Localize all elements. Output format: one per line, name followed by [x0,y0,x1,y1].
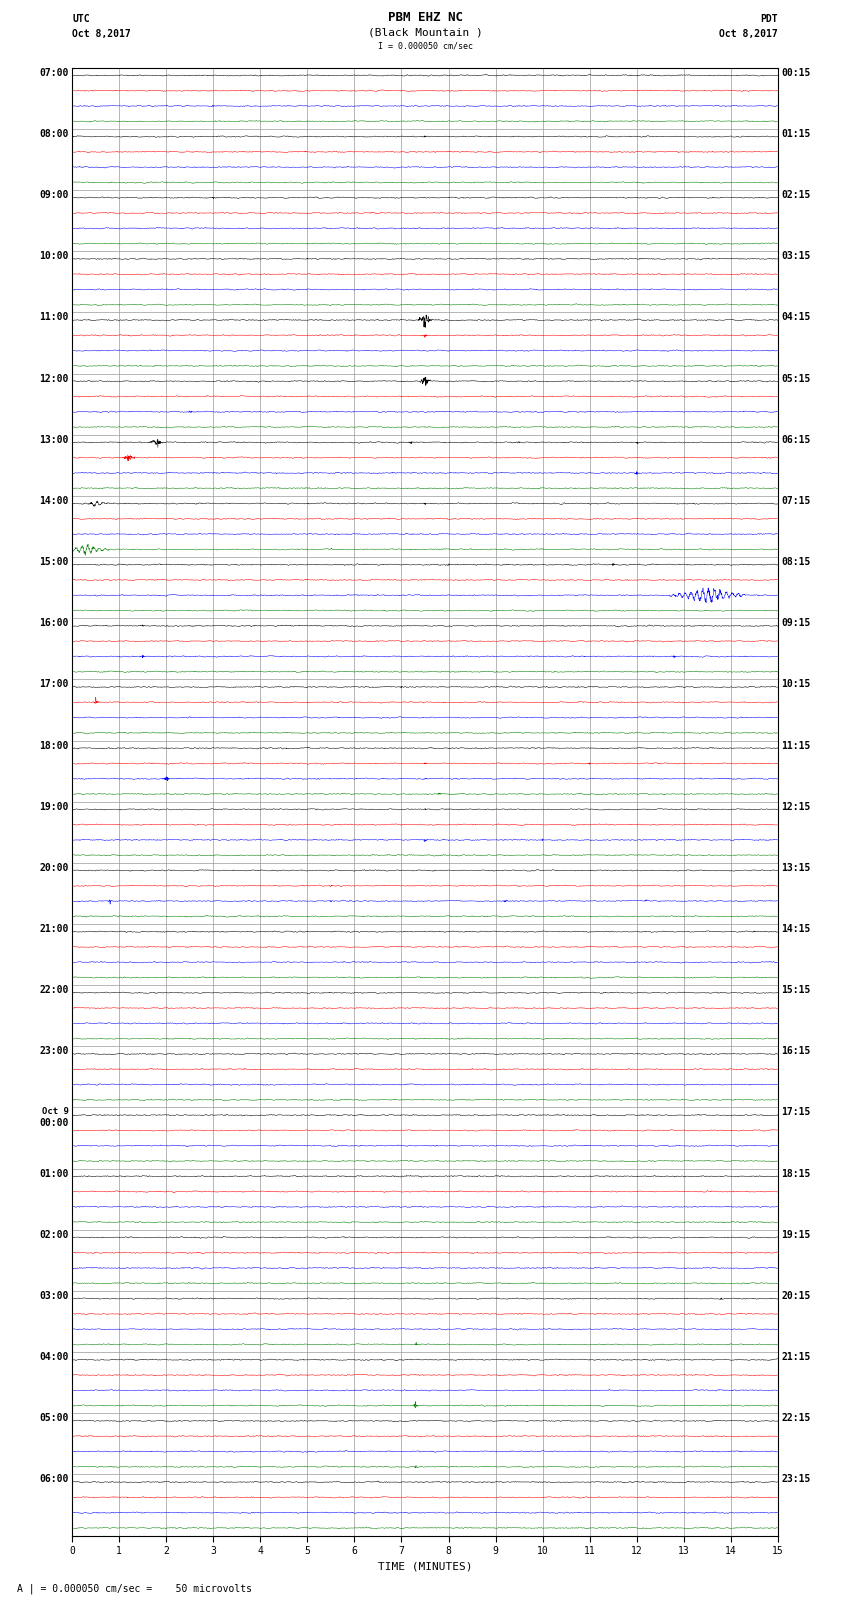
Text: 03:00: 03:00 [39,1290,69,1302]
Text: 17:00: 17:00 [39,679,69,689]
Text: Oct 8,2017: Oct 8,2017 [72,29,131,39]
Text: 09:15: 09:15 [781,618,811,627]
Text: 01:15: 01:15 [781,129,811,139]
Text: 05:15: 05:15 [781,374,811,384]
Text: 23:00: 23:00 [39,1047,69,1057]
Text: 04:00: 04:00 [39,1352,69,1361]
Text: 22:00: 22:00 [39,986,69,995]
Text: 00:15: 00:15 [781,68,811,77]
Text: 19:15: 19:15 [781,1229,811,1240]
Text: 09:00: 09:00 [39,190,69,200]
Text: 23:15: 23:15 [781,1474,811,1484]
Text: 11:15: 11:15 [781,740,811,750]
Text: 11:00: 11:00 [39,313,69,323]
Text: 07:15: 07:15 [781,495,811,506]
Text: 02:15: 02:15 [781,190,811,200]
Text: 04:15: 04:15 [781,313,811,323]
Text: 10:15: 10:15 [781,679,811,689]
Text: Oct 8,2017: Oct 8,2017 [719,29,778,39]
Text: 22:15: 22:15 [781,1413,811,1423]
Text: 00:00: 00:00 [39,1118,69,1129]
Text: 03:15: 03:15 [781,252,811,261]
Text: 16:15: 16:15 [781,1047,811,1057]
Text: 21:00: 21:00 [39,924,69,934]
Text: 13:00: 13:00 [39,436,69,445]
Text: 19:00: 19:00 [39,802,69,811]
Text: UTC: UTC [72,15,90,24]
Text: 18:00: 18:00 [39,740,69,750]
Text: 18:15: 18:15 [781,1168,811,1179]
Text: 07:00: 07:00 [39,68,69,77]
Text: (Black Mountain ): (Black Mountain ) [367,27,483,37]
Text: 14:15: 14:15 [781,924,811,934]
Text: PDT: PDT [760,15,778,24]
Text: I = 0.000050 cm/sec: I = 0.000050 cm/sec [377,40,473,50]
Text: 17:15: 17:15 [781,1108,811,1118]
Text: 14:00: 14:00 [39,495,69,506]
Text: 12:00: 12:00 [39,374,69,384]
Text: 21:15: 21:15 [781,1352,811,1361]
Text: 06:00: 06:00 [39,1474,69,1484]
Text: 13:15: 13:15 [781,863,811,873]
Text: Oct 9: Oct 9 [42,1108,69,1116]
Text: 12:15: 12:15 [781,802,811,811]
Text: 20:00: 20:00 [39,863,69,873]
Text: A | = 0.000050 cm/sec =    50 microvolts: A | = 0.000050 cm/sec = 50 microvolts [17,1582,252,1594]
Text: 16:00: 16:00 [39,618,69,627]
Text: 08:15: 08:15 [781,556,811,568]
Text: 05:00: 05:00 [39,1413,69,1423]
Text: 20:15: 20:15 [781,1290,811,1302]
Text: 10:00: 10:00 [39,252,69,261]
Text: 15:00: 15:00 [39,556,69,568]
Text: 06:15: 06:15 [781,436,811,445]
Text: 15:15: 15:15 [781,986,811,995]
Text: 01:00: 01:00 [39,1168,69,1179]
Text: PBM EHZ NC: PBM EHZ NC [388,11,462,24]
Text: 02:00: 02:00 [39,1229,69,1240]
X-axis label: TIME (MINUTES): TIME (MINUTES) [377,1561,473,1571]
Text: 08:00: 08:00 [39,129,69,139]
